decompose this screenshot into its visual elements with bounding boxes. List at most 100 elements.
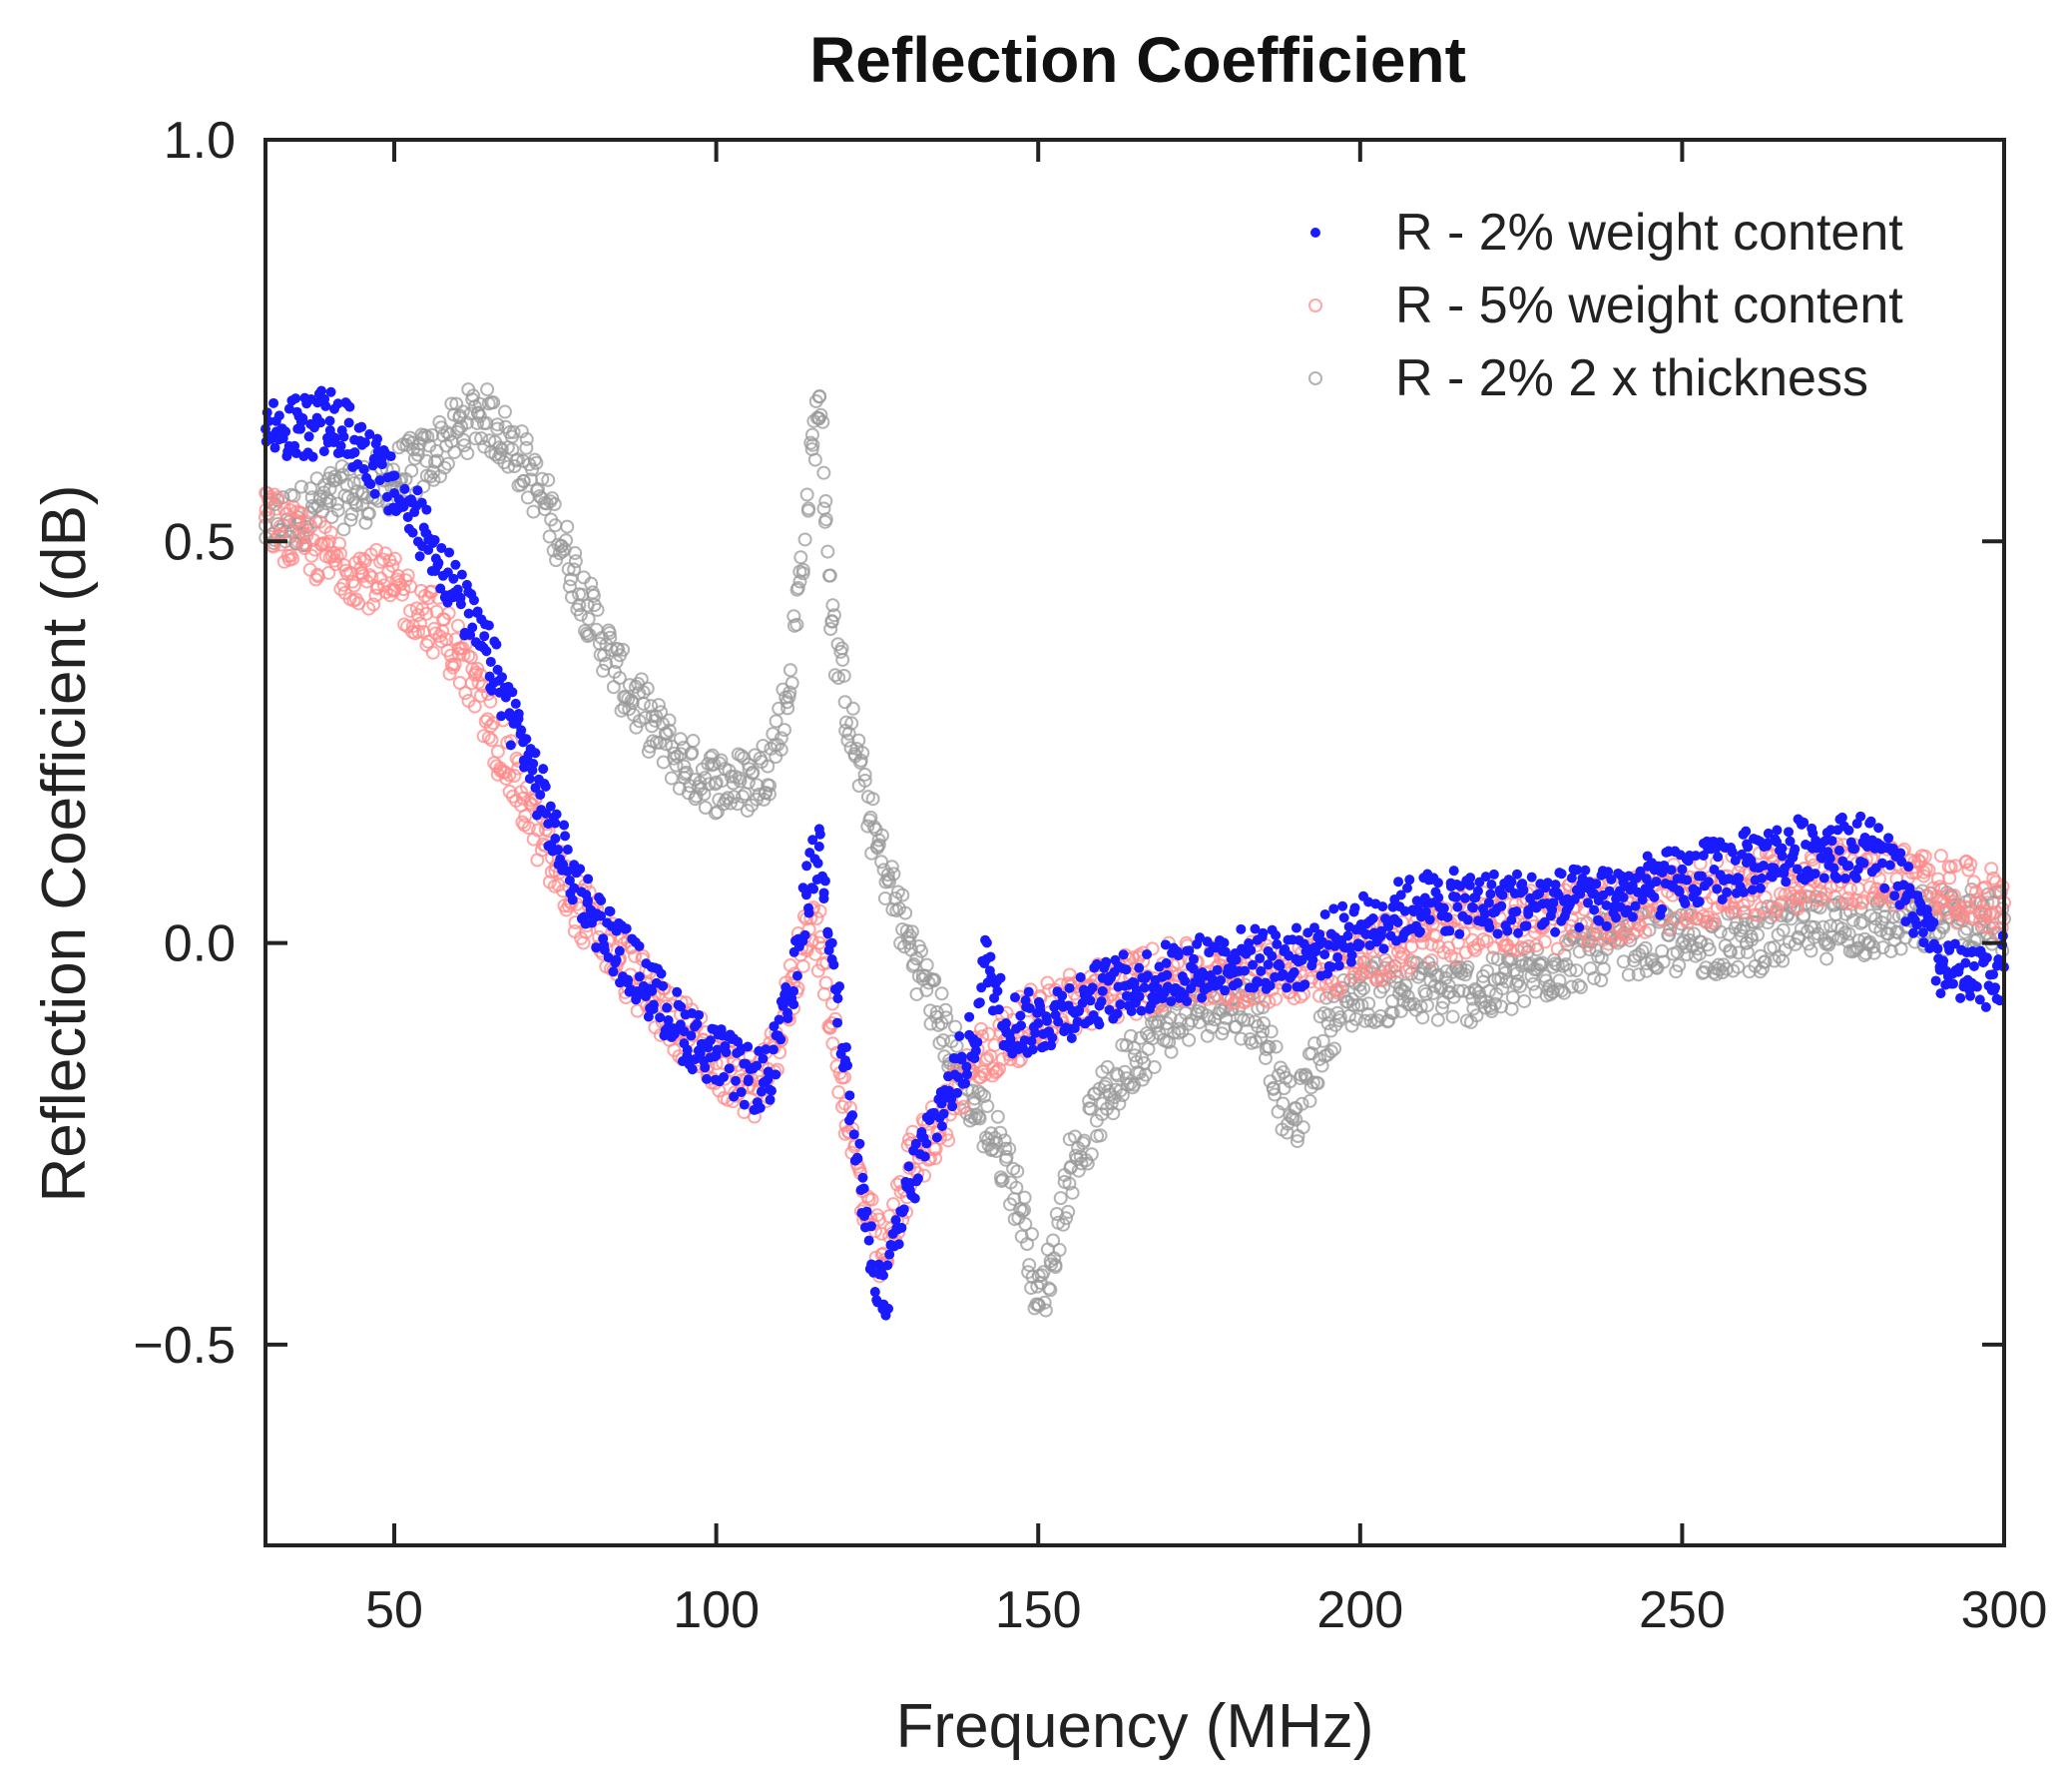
scatter-marker [290,393,301,404]
scatter-marker [1705,915,1720,930]
scatter-marker [731,1075,742,1086]
scatter-marker [1323,1044,1338,1059]
scatter-marker [472,606,483,617]
scatter-marker [679,765,694,780]
scatter-marker [481,730,496,745]
scatter-marker [330,496,345,511]
scatter-marker [692,1018,703,1029]
scatter-marker [1938,955,1949,966]
legend: R - 2% weight content R - 5% weight cont… [1308,204,1903,407]
scatter-marker [1819,951,1834,966]
scatter-marker [1395,889,1406,900]
scatter-marker [814,829,825,840]
scatter-marker [528,759,539,770]
scatter-marker [315,417,326,428]
scatter-marker [874,828,889,843]
scatter-marker [280,426,291,437]
scatter-marker [1161,957,1172,968]
scatter-marker [1977,880,1992,894]
scatter-marker [1959,854,1974,869]
scatter-marker [1272,938,1283,949]
scatter-marker [1674,886,1685,897]
scatter-marker [510,698,521,709]
scatter-marker [844,716,859,731]
scatter-marker [1690,851,1701,862]
scatter-marker [831,1085,846,1100]
scatter-marker [1873,823,1884,834]
scatter-marker [1513,978,1528,993]
scatter-marker [395,587,410,602]
scatter-marker [896,1222,907,1233]
scatter-marker [1278,968,1289,979]
scatter-marker [1472,886,1483,896]
scatter-marker [1290,1134,1304,1149]
scatter-marker [882,875,897,889]
scatter-marker [1971,981,1982,992]
scatter-marker [1454,928,1465,939]
scatter-marker [662,723,677,738]
scatter-marker [568,554,583,569]
scatter-marker [415,602,430,617]
scatter-marker [1057,990,1068,1001]
scatter-marker [359,437,370,448]
scatter-marker [1840,896,1855,911]
scatter-marker [842,1060,853,1071]
scatter-marker [559,820,570,831]
scatter-marker [1711,957,1726,972]
scatter-marker [886,867,901,882]
scatter-marker [1552,973,1567,988]
scatter-marker [893,1239,904,1250]
scatter-marker [1231,954,1242,965]
scatter-marker [535,790,546,801]
x-tick-label: 300 [1961,1581,2048,1639]
scatter-marker [1289,966,1299,977]
scatter-marker [1392,916,1403,927]
scatter-marker [1361,996,1376,1011]
scatter-marker [1663,920,1678,935]
scatter-marker [1511,905,1522,916]
scatter-marker [321,565,336,580]
scatter-marker [1450,891,1461,902]
scatter-marker [283,403,294,414]
scatter-marker [974,997,985,1008]
scatter-marker [1682,875,1693,886]
scatter-marker [1024,1227,1039,1242]
scatter-marker [1839,873,1850,884]
scatter-marker [1505,989,1520,1004]
scatter-marker [486,716,501,731]
scatter-marker [1589,904,1600,915]
scatter-marker [414,551,425,562]
scatter-marker [1462,914,1473,925]
scatter-marker [369,542,384,557]
scatter-marker [509,453,524,468]
scatter-marker [467,622,478,633]
legend-marker-2x-thickness [1308,371,1322,385]
scatter-marker [789,617,804,632]
scatter-marker [1072,1016,1083,1027]
scatter-marker [884,860,899,875]
scatter-marker [898,1204,909,1215]
scatter-marker [295,423,306,434]
scatter-marker [768,1044,778,1055]
scatter-marker [372,433,383,444]
scatter-marker [616,642,631,657]
scatter-marker [542,529,557,544]
scatter-marker [807,452,822,467]
scatter-marker [1843,825,1854,836]
scatter-marker [1121,964,1132,975]
scatter-marker [561,562,576,577]
scatter-marker [1328,903,1339,914]
scatter-marker [1134,962,1145,973]
scatter-marker [993,1004,1004,1015]
scatter-marker [521,734,532,745]
scatter-marker [316,385,327,396]
scatter-marker [1621,967,1636,982]
scatter-marker [519,440,534,455]
scatter-marker [1100,1059,1115,1074]
scatter-marker [705,1035,716,1046]
scatter-marker [1480,872,1491,883]
scatter-marker [651,698,666,713]
scatter-marker [1077,997,1088,1008]
scatter-marker [1040,975,1055,990]
scatter-marker [826,608,841,623]
